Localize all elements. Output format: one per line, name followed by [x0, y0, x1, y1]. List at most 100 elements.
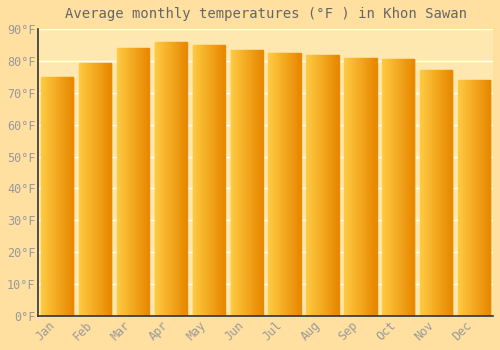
- Bar: [368, 58, 369, 316]
- Bar: [465, 80, 466, 316]
- Bar: [156, 42, 158, 316]
- Bar: [290, 53, 291, 316]
- Bar: [137, 48, 138, 316]
- Bar: [311, 55, 312, 316]
- Bar: [194, 45, 196, 316]
- Bar: [314, 55, 315, 316]
- Bar: [422, 70, 424, 316]
- Bar: [96, 63, 97, 316]
- Bar: [279, 53, 280, 316]
- Bar: [262, 50, 263, 316]
- Bar: [367, 58, 368, 316]
- Bar: [106, 63, 108, 316]
- Bar: [98, 63, 99, 316]
- Bar: [167, 42, 168, 316]
- Bar: [235, 50, 236, 316]
- Bar: [390, 60, 391, 316]
- Bar: [66, 77, 67, 316]
- Bar: [269, 53, 270, 316]
- Bar: [65, 77, 66, 316]
- Bar: [273, 53, 274, 316]
- Bar: [363, 58, 364, 316]
- Bar: [91, 63, 92, 316]
- Bar: [327, 55, 328, 316]
- Bar: [220, 45, 221, 316]
- Bar: [172, 42, 173, 316]
- Bar: [68, 77, 69, 316]
- Bar: [222, 45, 223, 316]
- Bar: [147, 48, 148, 316]
- Bar: [472, 80, 473, 316]
- Bar: [374, 58, 375, 316]
- Bar: [448, 70, 449, 316]
- Bar: [261, 50, 262, 316]
- Bar: [316, 55, 318, 316]
- Bar: [92, 63, 93, 316]
- Bar: [103, 63, 104, 316]
- Bar: [48, 77, 49, 316]
- Bar: [254, 50, 255, 316]
- Bar: [392, 60, 393, 316]
- Bar: [170, 42, 171, 316]
- Bar: [403, 60, 404, 316]
- Bar: [161, 42, 162, 316]
- Bar: [173, 42, 174, 316]
- Bar: [250, 50, 251, 316]
- Bar: [246, 50, 248, 316]
- Bar: [239, 50, 240, 316]
- Bar: [240, 50, 241, 316]
- Bar: [295, 53, 296, 316]
- Bar: [166, 42, 167, 316]
- Bar: [85, 63, 86, 316]
- Bar: [402, 60, 403, 316]
- Bar: [333, 55, 334, 316]
- Bar: [458, 80, 460, 316]
- Bar: [439, 70, 440, 316]
- Bar: [90, 63, 91, 316]
- Bar: [294, 53, 295, 316]
- Bar: [447, 70, 448, 316]
- Bar: [350, 58, 352, 316]
- Bar: [158, 42, 160, 316]
- Bar: [230, 50, 231, 316]
- Bar: [451, 70, 452, 316]
- Bar: [131, 48, 132, 316]
- Bar: [393, 60, 394, 316]
- Bar: [165, 42, 166, 316]
- Bar: [79, 63, 80, 316]
- Bar: [462, 80, 463, 316]
- Bar: [93, 63, 94, 316]
- Bar: [278, 53, 279, 316]
- Bar: [140, 48, 141, 316]
- Bar: [366, 58, 367, 316]
- Bar: [473, 80, 474, 316]
- Bar: [413, 60, 414, 316]
- Bar: [206, 45, 207, 316]
- Bar: [287, 53, 288, 316]
- Bar: [431, 70, 432, 316]
- Bar: [284, 53, 285, 316]
- Bar: [208, 45, 209, 316]
- Bar: [231, 50, 232, 316]
- Bar: [164, 42, 165, 316]
- Bar: [49, 77, 50, 316]
- Bar: [323, 55, 324, 316]
- Bar: [310, 55, 311, 316]
- Bar: [322, 55, 323, 316]
- Bar: [122, 48, 124, 316]
- Bar: [234, 50, 235, 316]
- Bar: [313, 55, 314, 316]
- Bar: [70, 77, 72, 316]
- Bar: [489, 80, 490, 316]
- Bar: [321, 55, 322, 316]
- Bar: [404, 60, 406, 316]
- Bar: [315, 55, 316, 316]
- Bar: [470, 80, 471, 316]
- Bar: [82, 63, 83, 316]
- Bar: [160, 42, 161, 316]
- Bar: [136, 48, 137, 316]
- Bar: [318, 55, 320, 316]
- Bar: [56, 77, 57, 316]
- Bar: [126, 48, 127, 316]
- Bar: [174, 42, 176, 316]
